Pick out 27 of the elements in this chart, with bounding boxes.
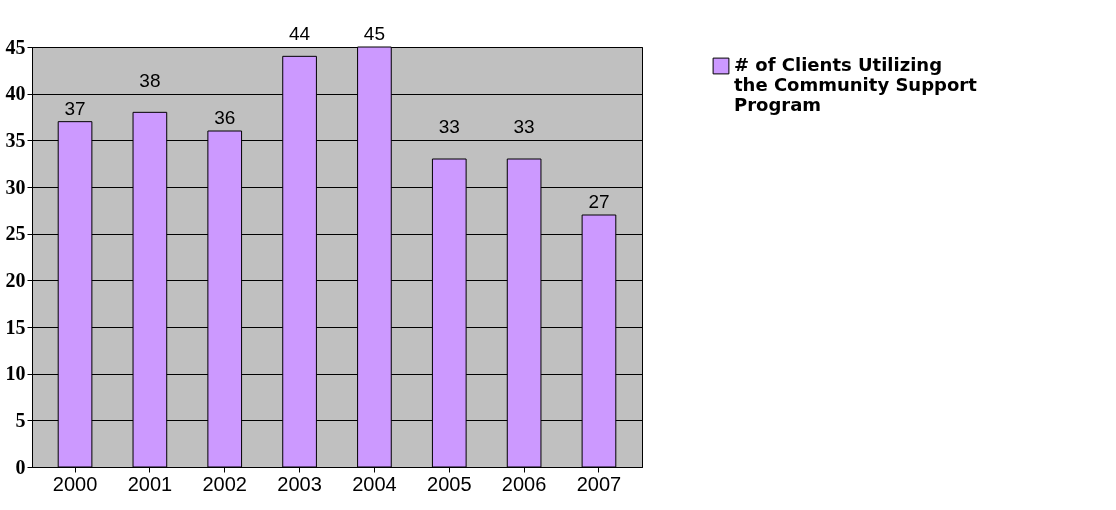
- y-tick-label: 20: [5, 268, 26, 291]
- x-tick-label: 2000: [52, 472, 98, 495]
- x-tick-label: 2006: [501, 472, 547, 495]
- y-tick-label: 25: [5, 222, 26, 245]
- data-label: 38: [139, 69, 161, 91]
- y-tick-label: 35: [5, 128, 26, 151]
- y-tick-label: 30: [5, 175, 26, 198]
- x-tick-label: 2004: [352, 472, 397, 495]
- data-label: 33: [513, 116, 535, 138]
- y-tick-label: 40: [5, 82, 26, 105]
- x-tick-label: 2005: [427, 472, 472, 495]
- y-tick-label: 45: [5, 35, 26, 58]
- data-label: 33: [438, 116, 460, 138]
- y-tick-label: 5: [15, 408, 26, 431]
- data-label: 27: [588, 191, 610, 212]
- data-label: 45: [363, 23, 385, 44]
- x-tick-label: 2002: [202, 472, 247, 495]
- data-label: 36: [214, 107, 236, 128]
- x-tick-label: 2001: [127, 472, 173, 495]
- y-tick-label: 10: [5, 362, 26, 385]
- data-label: 44: [289, 23, 311, 44]
- x-tick-label: 2007: [576, 472, 622, 495]
- legend-label: # of Clients Utilizing the Community Support Program: [734, 54, 978, 115]
- y-tick-label: 15: [5, 315, 26, 338]
- x-tick-label: 2003: [277, 472, 322, 495]
- data-label: 37: [64, 97, 86, 119]
- y-tick-label: 0: [15, 455, 26, 478]
